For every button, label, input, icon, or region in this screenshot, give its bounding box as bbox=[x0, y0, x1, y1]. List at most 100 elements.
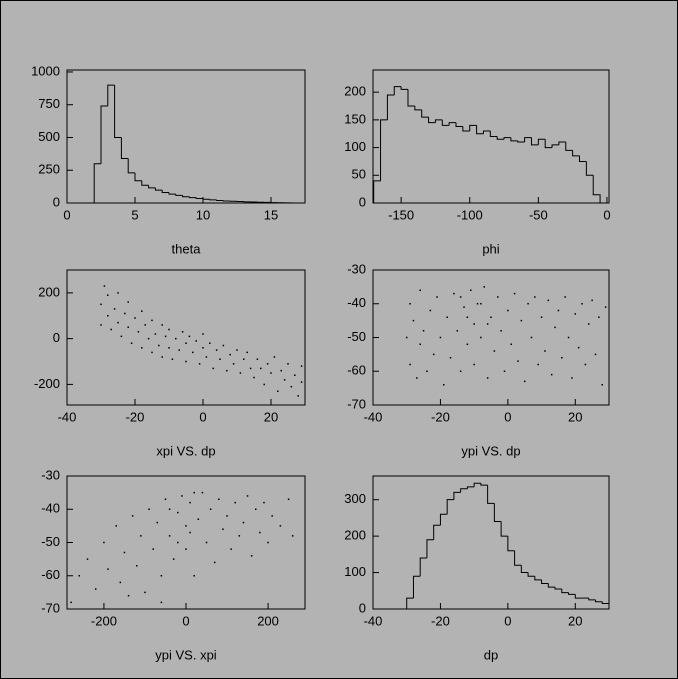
scatter-point bbox=[453, 292, 455, 295]
y-tick-label: 0 bbox=[359, 600, 366, 615]
scatter-point bbox=[466, 343, 469, 345]
scatter-point bbox=[134, 317, 136, 319]
panel: 0 5 10 15 0 250 500 750 1000 theta bbox=[31, 63, 306, 256]
histogram-bin bbox=[216, 199, 224, 202]
scatter-point bbox=[226, 515, 228, 517]
histogram-bin bbox=[400, 86, 408, 90]
scatter-point bbox=[280, 369, 282, 372]
histogram-bin bbox=[466, 486, 475, 489]
scatter-point bbox=[144, 591, 146, 594]
scatter-point bbox=[530, 336, 533, 339]
scatter-point bbox=[185, 342, 187, 344]
scatter-point bbox=[246, 351, 248, 354]
histogram-bin bbox=[601, 601, 610, 609]
y-tick-label: 500 bbox=[38, 129, 60, 144]
scatter-point bbox=[496, 296, 499, 298]
axis-label: ypi VS. xpi bbox=[155, 647, 217, 662]
x-tick-label: -50 bbox=[529, 207, 548, 222]
scatter-point bbox=[436, 296, 438, 298]
scatter-point bbox=[177, 511, 179, 514]
scatter-point bbox=[412, 319, 415, 322]
scatter-point bbox=[426, 370, 428, 372]
histogram-bin bbox=[141, 180, 149, 186]
scatter-point bbox=[422, 330, 425, 332]
histogram-bin bbox=[500, 521, 508, 537]
y-tick-label: 0 bbox=[53, 330, 60, 345]
scatter-point bbox=[439, 336, 442, 339]
histogram-bin bbox=[496, 136, 505, 140]
scatter-point bbox=[185, 360, 187, 363]
scatter-point bbox=[147, 337, 150, 340]
scatter-point bbox=[117, 292, 119, 294]
scatter-point bbox=[540, 316, 543, 318]
scatter-point bbox=[215, 349, 218, 351]
scatter-point bbox=[140, 535, 142, 537]
histogram-bin bbox=[493, 503, 502, 523]
scatter-point bbox=[127, 326, 129, 328]
scatter-point bbox=[594, 353, 597, 356]
histogram-bin bbox=[574, 594, 583, 599]
histogram-bin bbox=[446, 499, 454, 515]
histogram-bin bbox=[527, 572, 535, 577]
scatter-point bbox=[219, 358, 221, 360]
histogram-bin bbox=[503, 137, 511, 140]
scatter-point bbox=[409, 303, 411, 305]
scatter-point bbox=[144, 324, 146, 326]
histogram-bin bbox=[455, 122, 463, 128]
scatter-point bbox=[246, 495, 249, 497]
scatter-point bbox=[156, 521, 159, 524]
scatter-point bbox=[557, 309, 560, 312]
scatter-point bbox=[588, 323, 590, 325]
scatter-point bbox=[168, 347, 170, 349]
scatter-point bbox=[300, 365, 303, 367]
scatter-point bbox=[110, 328, 112, 331]
scatter-point bbox=[164, 335, 167, 338]
scatter-point bbox=[470, 289, 472, 291]
y-tick-label: -50 bbox=[41, 534, 60, 549]
scatter-point bbox=[189, 531, 191, 534]
histogram-bin bbox=[579, 155, 587, 162]
x-tick-label: 0 bbox=[504, 409, 511, 424]
scatter-point bbox=[561, 357, 563, 359]
scatter-point bbox=[130, 342, 133, 344]
histogram-bin bbox=[373, 180, 381, 203]
y-tick-label: -40 bbox=[347, 295, 366, 310]
scatter-point bbox=[193, 491, 195, 494]
x-tick-label: 0 bbox=[504, 613, 511, 628]
scatter-point bbox=[222, 344, 225, 347]
y-tick-label: 250 bbox=[38, 162, 60, 177]
histogram-bin bbox=[154, 187, 163, 191]
scatter-point bbox=[480, 336, 482, 339]
scatter-point bbox=[148, 508, 150, 510]
scatter-point bbox=[473, 363, 475, 366]
scatter-point bbox=[238, 535, 241, 537]
histogram-bin bbox=[524, 137, 532, 143]
histogram-bin bbox=[520, 565, 529, 574]
scatter-point bbox=[255, 508, 257, 510]
scatter-point bbox=[459, 296, 462, 298]
histogram-bin bbox=[393, 86, 402, 95]
histogram-bin bbox=[572, 150, 580, 157]
scatter-point bbox=[419, 289, 421, 291]
scatter-point bbox=[242, 521, 245, 524]
histogram-bin bbox=[588, 598, 596, 601]
histogram-bin bbox=[551, 144, 559, 148]
scatter-point bbox=[117, 321, 119, 324]
scatter-point bbox=[164, 498, 167, 501]
scatter-point bbox=[232, 363, 235, 365]
histogram-bin bbox=[510, 137, 518, 142]
scatter-point bbox=[500, 330, 502, 332]
scatter-point bbox=[154, 333, 157, 335]
histogram-bin bbox=[202, 198, 210, 200]
histogram-bin bbox=[480, 483, 488, 486]
scatter-point bbox=[544, 350, 546, 352]
scatter-point bbox=[168, 508, 171, 510]
scatter-point bbox=[449, 357, 452, 359]
histogram-bin bbox=[407, 89, 415, 107]
scatter-point bbox=[486, 323, 489, 325]
scatter-point bbox=[209, 508, 212, 510]
y-tick-label: 750 bbox=[38, 96, 60, 111]
y-tick-label: 300 bbox=[344, 491, 366, 506]
scatter-point bbox=[483, 286, 486, 288]
